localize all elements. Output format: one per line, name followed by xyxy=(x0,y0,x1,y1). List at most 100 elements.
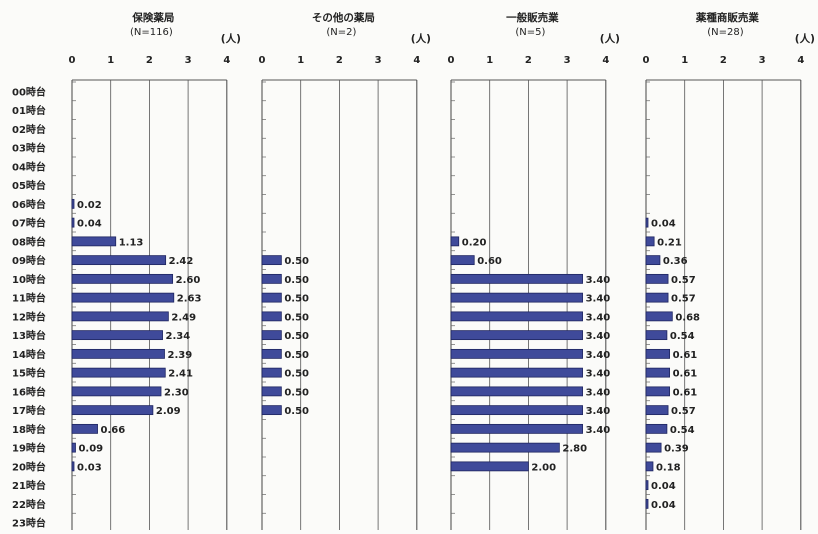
data-label: 0.03 xyxy=(77,462,102,473)
tick-label: 4 xyxy=(602,55,609,66)
panel-subtitle: (N=5) xyxy=(515,27,545,38)
data-label: 2.30 xyxy=(164,387,189,398)
category-label: 02時台 xyxy=(12,123,46,136)
data-label: 3.40 xyxy=(586,331,611,342)
bar xyxy=(645,405,669,416)
bar xyxy=(450,442,560,453)
data-label: 0.18 xyxy=(656,462,681,473)
bar xyxy=(645,480,649,491)
unit-label: (人) xyxy=(600,32,620,45)
tick-label: 1 xyxy=(107,55,114,66)
bar xyxy=(645,348,671,359)
category-label: 23時台 xyxy=(12,517,46,530)
category-label: 21時台 xyxy=(12,479,46,492)
data-label: 0.04 xyxy=(651,481,676,492)
bar xyxy=(645,236,655,247)
tick-label: 4 xyxy=(223,55,230,66)
data-label: 0.50 xyxy=(284,350,309,361)
bar xyxy=(71,348,165,359)
bar xyxy=(450,348,583,359)
tick-label: 2 xyxy=(525,55,532,66)
data-label: 0.50 xyxy=(284,331,309,342)
data-label: 2.60 xyxy=(176,275,201,286)
tick-label: 0 xyxy=(259,55,266,66)
bar xyxy=(450,386,583,397)
category-label: 00時台 xyxy=(12,85,46,98)
bar xyxy=(450,311,583,322)
category-label: 12時台 xyxy=(12,310,46,323)
data-label: 0.68 xyxy=(675,312,700,323)
data-label: 0.57 xyxy=(671,406,696,417)
data-label: 0.50 xyxy=(284,294,309,305)
data-label: 0.04 xyxy=(77,219,102,230)
category-label: 09時台 xyxy=(12,254,46,267)
tick-label: 2 xyxy=(146,55,153,66)
data-label: 0.02 xyxy=(77,200,102,211)
data-label: 2.63 xyxy=(177,294,202,305)
data-label: 2.49 xyxy=(171,312,196,323)
bar xyxy=(645,423,668,434)
bar xyxy=(71,386,162,397)
bar xyxy=(645,273,669,284)
bar xyxy=(261,348,282,359)
category-label: 13時台 xyxy=(12,329,46,342)
tick-label: 0 xyxy=(643,55,650,66)
data-label: 2.09 xyxy=(156,406,181,417)
bar xyxy=(71,198,75,209)
bar xyxy=(450,273,583,284)
bar xyxy=(450,367,583,378)
data-label: 0.21 xyxy=(657,237,682,248)
data-label: 0.54 xyxy=(670,331,695,342)
panel-title: その他の薬局 xyxy=(312,11,375,24)
data-label: 3.40 xyxy=(586,312,611,323)
bar xyxy=(261,405,282,416)
data-label: 0.04 xyxy=(651,219,676,230)
category-label: 11時台 xyxy=(12,292,46,305)
tick-label: 3 xyxy=(759,55,766,66)
data-label: 0.61 xyxy=(673,350,698,361)
data-label: 0.50 xyxy=(284,256,309,267)
data-label: 0.50 xyxy=(284,369,309,380)
bar xyxy=(450,461,529,472)
tick-label: 3 xyxy=(185,55,192,66)
data-label: 2.00 xyxy=(531,462,556,473)
bar xyxy=(71,255,167,266)
bar xyxy=(71,311,169,322)
data-label: 0.66 xyxy=(101,425,126,436)
data-label: 3.40 xyxy=(586,425,611,436)
data-label: 0.36 xyxy=(663,256,688,267)
bar xyxy=(645,292,669,303)
category-label: 16時台 xyxy=(12,385,46,398)
category-label: 04時台 xyxy=(12,160,46,173)
category-label: 08時台 xyxy=(12,235,46,248)
category-label: 22時台 xyxy=(12,498,46,511)
data-label: 0.60 xyxy=(477,256,502,267)
bar xyxy=(645,255,661,266)
data-label: 0.61 xyxy=(673,369,698,380)
category-label: 17時台 xyxy=(12,404,46,417)
panel-title: 保険薬局 xyxy=(131,11,174,24)
panel-title: 薬種商販売業 xyxy=(695,11,759,24)
bar xyxy=(261,311,282,322)
data-label: 3.40 xyxy=(586,294,611,305)
data-label: 3.40 xyxy=(586,387,611,398)
bar xyxy=(645,217,649,228)
category-label: 01時台 xyxy=(12,104,46,117)
data-label: 0.50 xyxy=(284,406,309,417)
data-label: 0.50 xyxy=(284,275,309,286)
data-label: 2.42 xyxy=(169,256,194,267)
data-label: 0.57 xyxy=(671,294,696,305)
tick-label: 4 xyxy=(413,55,420,66)
bar xyxy=(645,311,673,322)
tick-label: 1 xyxy=(486,55,493,66)
data-label: 0.54 xyxy=(670,425,695,436)
category-label: 19時台 xyxy=(12,442,46,455)
bar xyxy=(261,292,282,303)
data-label: 0.04 xyxy=(651,500,676,511)
category-label: 03時台 xyxy=(12,142,46,155)
category-label: 18時台 xyxy=(12,423,46,436)
tick-label: 1 xyxy=(297,55,304,66)
tick-label: 3 xyxy=(375,55,382,66)
data-label: 2.41 xyxy=(168,369,193,380)
